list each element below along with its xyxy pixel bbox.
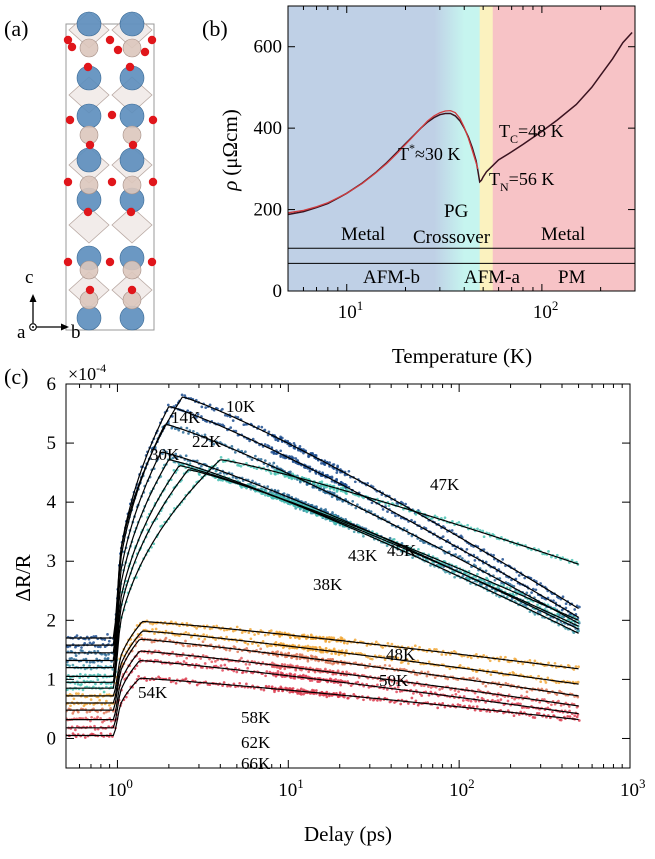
plot-b-ylabel: ρ(μΩcm) <box>218 109 242 192</box>
plot-c-ytick-label: 2 <box>47 610 57 631</box>
temperature-label-22K: 22K <box>192 432 222 451</box>
temperature-label-38K: 38K <box>313 575 343 594</box>
temperature-label-58K: 58K <box>241 708 271 727</box>
panel-c-label: (c) <box>4 364 28 389</box>
annotation-tstar: T*≈30 K <box>398 141 460 164</box>
temperature-label-14K: 14K <box>171 408 201 427</box>
region-label-metal-right: Metal <box>541 224 585 245</box>
plot-c-ytick-label: 6 <box>47 374 57 395</box>
plot-b-ytick-label: 0 <box>273 281 283 302</box>
panel-b-label: (b) <box>202 16 228 41</box>
plot-c-ytick-label: 4 <box>47 492 57 513</box>
region-label-pm: PM <box>558 267 586 288</box>
temperature-label-45K: 45K <box>387 541 417 560</box>
region-label-afm-a: AFM-a <box>464 267 521 288</box>
region-label-crossover: Crossover <box>413 227 491 248</box>
plot-c-ytick-label: 3 <box>47 551 57 572</box>
temperature-label-50K: 50K <box>379 671 409 690</box>
fit-curve-14K <box>66 407 579 645</box>
plot-b-xtick-label: 101 <box>338 298 364 323</box>
plot-c-xtick-label: 103 <box>620 776 646 801</box>
plot-b-xtick-label: 102 <box>533 298 559 323</box>
plot-c-xtick-label: 102 <box>449 776 475 801</box>
plot-c-xtick-label: 100 <box>107 776 133 801</box>
temperature-label-54K: 54K <box>138 683 168 702</box>
panel-c: (c) ×10-4 100 101 102 103 0 1 2 3 4 5 6 10K 14K 22K 3… <box>4 361 646 846</box>
plot-c-ytick-label: 5 <box>47 433 57 454</box>
crystal-axes: c a b <box>17 267 81 343</box>
axis-b-label: b <box>71 322 81 343</box>
axis-c-label: c <box>25 267 33 288</box>
temperature-label-48K: 48K <box>386 645 416 664</box>
crystal-structure <box>64 12 157 330</box>
plot-c-ytick-label: 1 <box>47 669 57 690</box>
temperature-label-30K: 30K <box>150 445 180 464</box>
plot-b-ytick-label: 200 <box>254 200 283 221</box>
region-label-metal-left: Metal <box>341 224 385 245</box>
plot-c-ticks: 100 101 102 103 0 1 2 3 4 5 6 <box>47 374 646 801</box>
plot-b-ytick-label: 400 <box>254 118 283 139</box>
plot-c-xtick-label: 101 <box>278 776 304 801</box>
plot-c-ylabel: ΔR/R <box>11 554 35 601</box>
fit-curve-43K <box>66 466 579 677</box>
plot-c-xlabel: Delay (ps) <box>304 822 392 846</box>
panel-a: (a) c a b <box>4 12 157 343</box>
plot-b-xlabel: Temperature (K) <box>392 344 532 368</box>
temperature-label-43K: 43K <box>348 546 378 565</box>
panel-a-label: (a) <box>4 16 28 41</box>
temperature-label-62K: 62K <box>241 733 271 752</box>
plot-b-ytick-label: 600 <box>254 37 283 58</box>
region-label-afm-b: AFM-b <box>363 267 420 288</box>
region-label-pg: PG <box>444 201 469 222</box>
plot-c-multiplier: ×10-4 <box>68 361 106 384</box>
temperature-label-66K: 66K <box>241 754 271 773</box>
plot-c-ytick-label: 0 <box>47 728 57 749</box>
temperature-labels: 10K 14K 22K 30K 38K 43K 45K 47K 48K 50K 54K 58K 62K 6… <box>138 397 460 773</box>
temperature-label-47K: 47K <box>430 475 460 494</box>
temperature-label-10K: 10K <box>226 397 256 416</box>
panel-b: (b) 101 102 0 200 400 600 ρ(μΩcm) Temperature… <box>202 6 636 368</box>
axis-a-label: a <box>17 322 26 343</box>
